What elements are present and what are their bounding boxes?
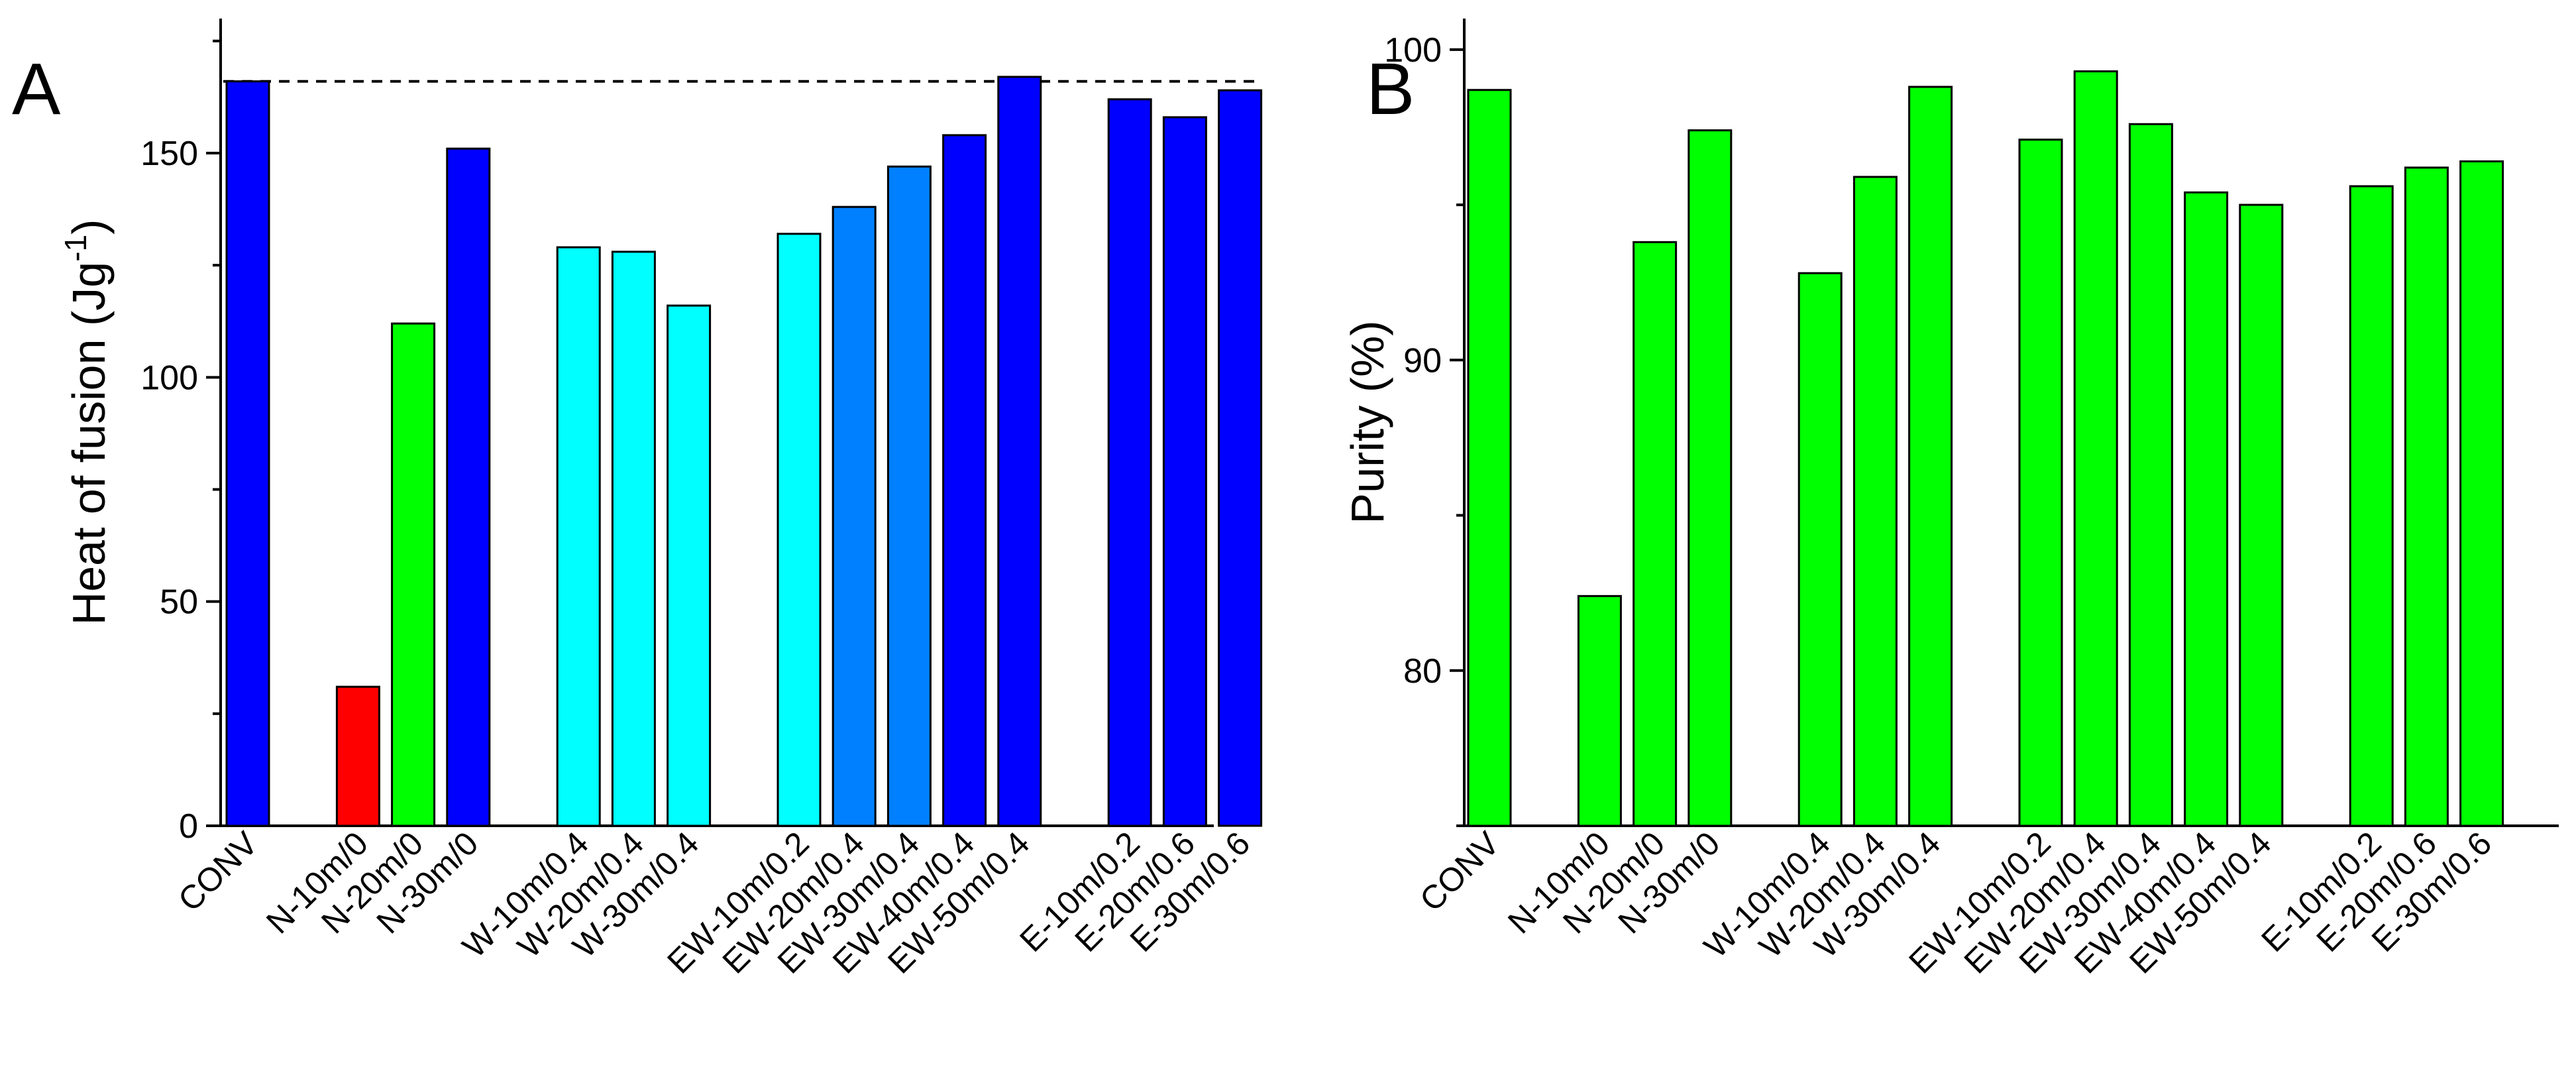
bar — [2128, 123, 2173, 827]
bar — [777, 233, 822, 827]
bar — [667, 304, 712, 827]
bar — [556, 246, 601, 827]
bar — [335, 685, 380, 827]
bar — [1577, 594, 1622, 827]
y-axis-title-text: Purity (%) — [1342, 320, 1393, 524]
bar — [2239, 203, 2284, 827]
y-tick-label: 50 — [160, 583, 198, 622]
bar — [1162, 116, 1207, 827]
panel-a-heat-of-fusion-chart: A050100150CONVN-10m/0N-20m/0N-30m/0W-10m… — [12, 19, 1263, 981]
bar — [886, 165, 932, 827]
y-tick-label: 100 — [140, 359, 198, 397]
bar — [1798, 272, 1843, 827]
bar — [225, 80, 270, 827]
bar — [832, 205, 877, 827]
bar — [1107, 98, 1152, 827]
y-tick-label: 150 — [140, 135, 198, 173]
bar — [2404, 166, 2449, 827]
y-axis-title-superscript: -1 — [58, 235, 93, 262]
bar — [1908, 85, 1953, 827]
y-tick-label: 100 — [1384, 31, 1442, 70]
bar — [997, 76, 1042, 827]
bar — [446, 147, 491, 827]
y-axis-title: Heat of fusion (Jg-1) — [58, 219, 115, 626]
panel-letter: A — [12, 48, 61, 130]
bar — [2459, 160, 2504, 827]
x-category-label: CONV — [1413, 824, 1507, 919]
bar — [2349, 185, 2394, 827]
bar — [391, 322, 436, 827]
y-axis-title: Purity (%) — [1342, 320, 1393, 524]
bar — [1218, 89, 1263, 827]
bar — [1467, 89, 1512, 827]
bar — [2184, 191, 2229, 827]
bar — [611, 251, 656, 827]
bar — [2018, 139, 2063, 827]
bar — [1852, 176, 1898, 827]
panel-b-purity-chart: B8090100CONVN-10m/0N-20m/0N-30m/0W-10m/0… — [1342, 19, 2559, 981]
y-axis-title-close: ) — [63, 219, 115, 235]
y-tick-label: 0 — [179, 807, 198, 846]
bar — [1688, 129, 1733, 827]
bar — [1633, 241, 1678, 827]
y-tick-label: 80 — [1403, 652, 1442, 691]
panel-letter: B — [1366, 48, 1415, 130]
y-tick-label: 90 — [1403, 341, 1442, 380]
y-axis-title-text: Heat of fusion (Jg — [63, 262, 115, 626]
bar — [942, 134, 987, 827]
bar — [2073, 70, 2118, 827]
